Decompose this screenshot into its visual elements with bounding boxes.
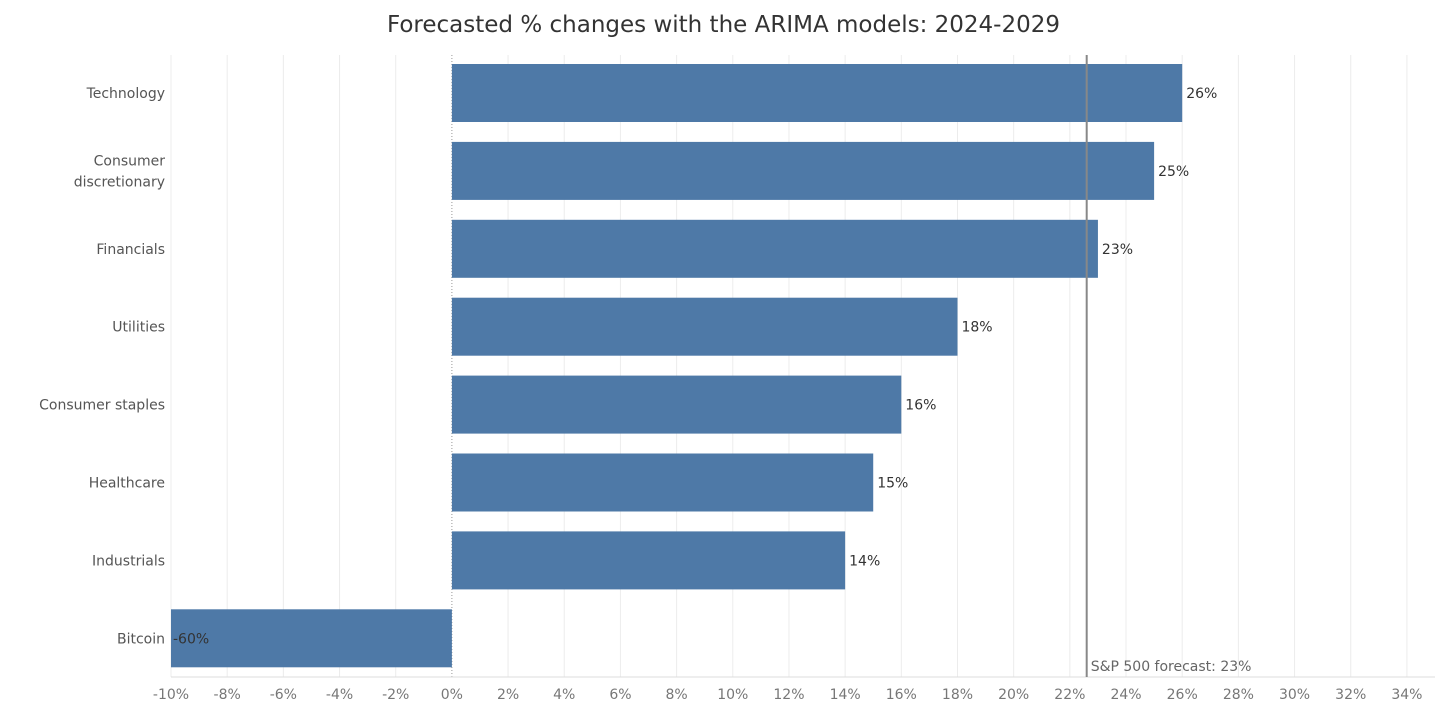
- data-label: 15%: [877, 476, 908, 492]
- x-tick-label: 18%: [942, 687, 973, 703]
- category-label: Bitcoin: [117, 631, 165, 647]
- data-label: 23%: [1102, 242, 1133, 258]
- data-label: 26%: [1186, 86, 1217, 102]
- x-tick-label: -8%: [214, 687, 241, 703]
- bar: [451, 453, 874, 512]
- category-label: Financials: [96, 242, 165, 258]
- x-tick-label: 24%: [1110, 687, 1141, 703]
- x-tick-label: 26%: [1167, 687, 1198, 703]
- x-tick-label: 8%: [665, 687, 687, 703]
- bar: [451, 375, 902, 434]
- x-tick-label: 2%: [497, 687, 519, 703]
- x-tick-label: 4%: [553, 687, 575, 703]
- category-label: Industrials: [92, 553, 165, 569]
- data-label: 14%: [849, 553, 880, 569]
- data-label: -60%: [173, 631, 209, 647]
- category-label: Technology: [86, 86, 165, 102]
- category-label: Consumer discretionary: [74, 153, 166, 190]
- x-tick-label: 10%: [717, 687, 748, 703]
- x-tick-label: 12%: [773, 687, 804, 703]
- category-label: Healthcare: [89, 476, 165, 492]
- chart-title: Forecasted % changes with the ARIMA mode…: [386, 12, 1061, 38]
- x-tick-label: 22%: [1054, 687, 1085, 703]
- x-tick-label: 34%: [1391, 687, 1422, 703]
- reference-line-label: S&P 500 forecast: 23%: [1091, 659, 1252, 675]
- x-tick-label: -2%: [382, 687, 409, 703]
- data-label: 16%: [905, 398, 936, 414]
- x-tick-label: 16%: [886, 687, 917, 703]
- x-tick-label: -4%: [326, 687, 353, 703]
- bar: [451, 219, 1098, 278]
- x-tick-label: 20%: [998, 687, 1029, 703]
- x-tick-label: 30%: [1279, 687, 1310, 703]
- x-tick-label: 14%: [830, 687, 861, 703]
- data-label: 18%: [961, 320, 992, 336]
- category-label: Utilities: [112, 320, 165, 336]
- x-tick-label: 6%: [609, 687, 631, 703]
- x-tick-label: -6%: [270, 687, 297, 703]
- bar: [451, 64, 1183, 122]
- data-label: 25%: [1158, 164, 1189, 180]
- category-label: Consumer staples: [39, 398, 165, 414]
- x-tick-label: 28%: [1223, 687, 1254, 703]
- x-tick-label: 0%: [441, 687, 463, 703]
- bar: [451, 297, 958, 356]
- x-tick-label: -10%: [153, 687, 189, 703]
- bar: [171, 609, 452, 668]
- bar: [451, 531, 846, 590]
- x-tick-label: 32%: [1335, 687, 1366, 703]
- bar: [451, 141, 1155, 200]
